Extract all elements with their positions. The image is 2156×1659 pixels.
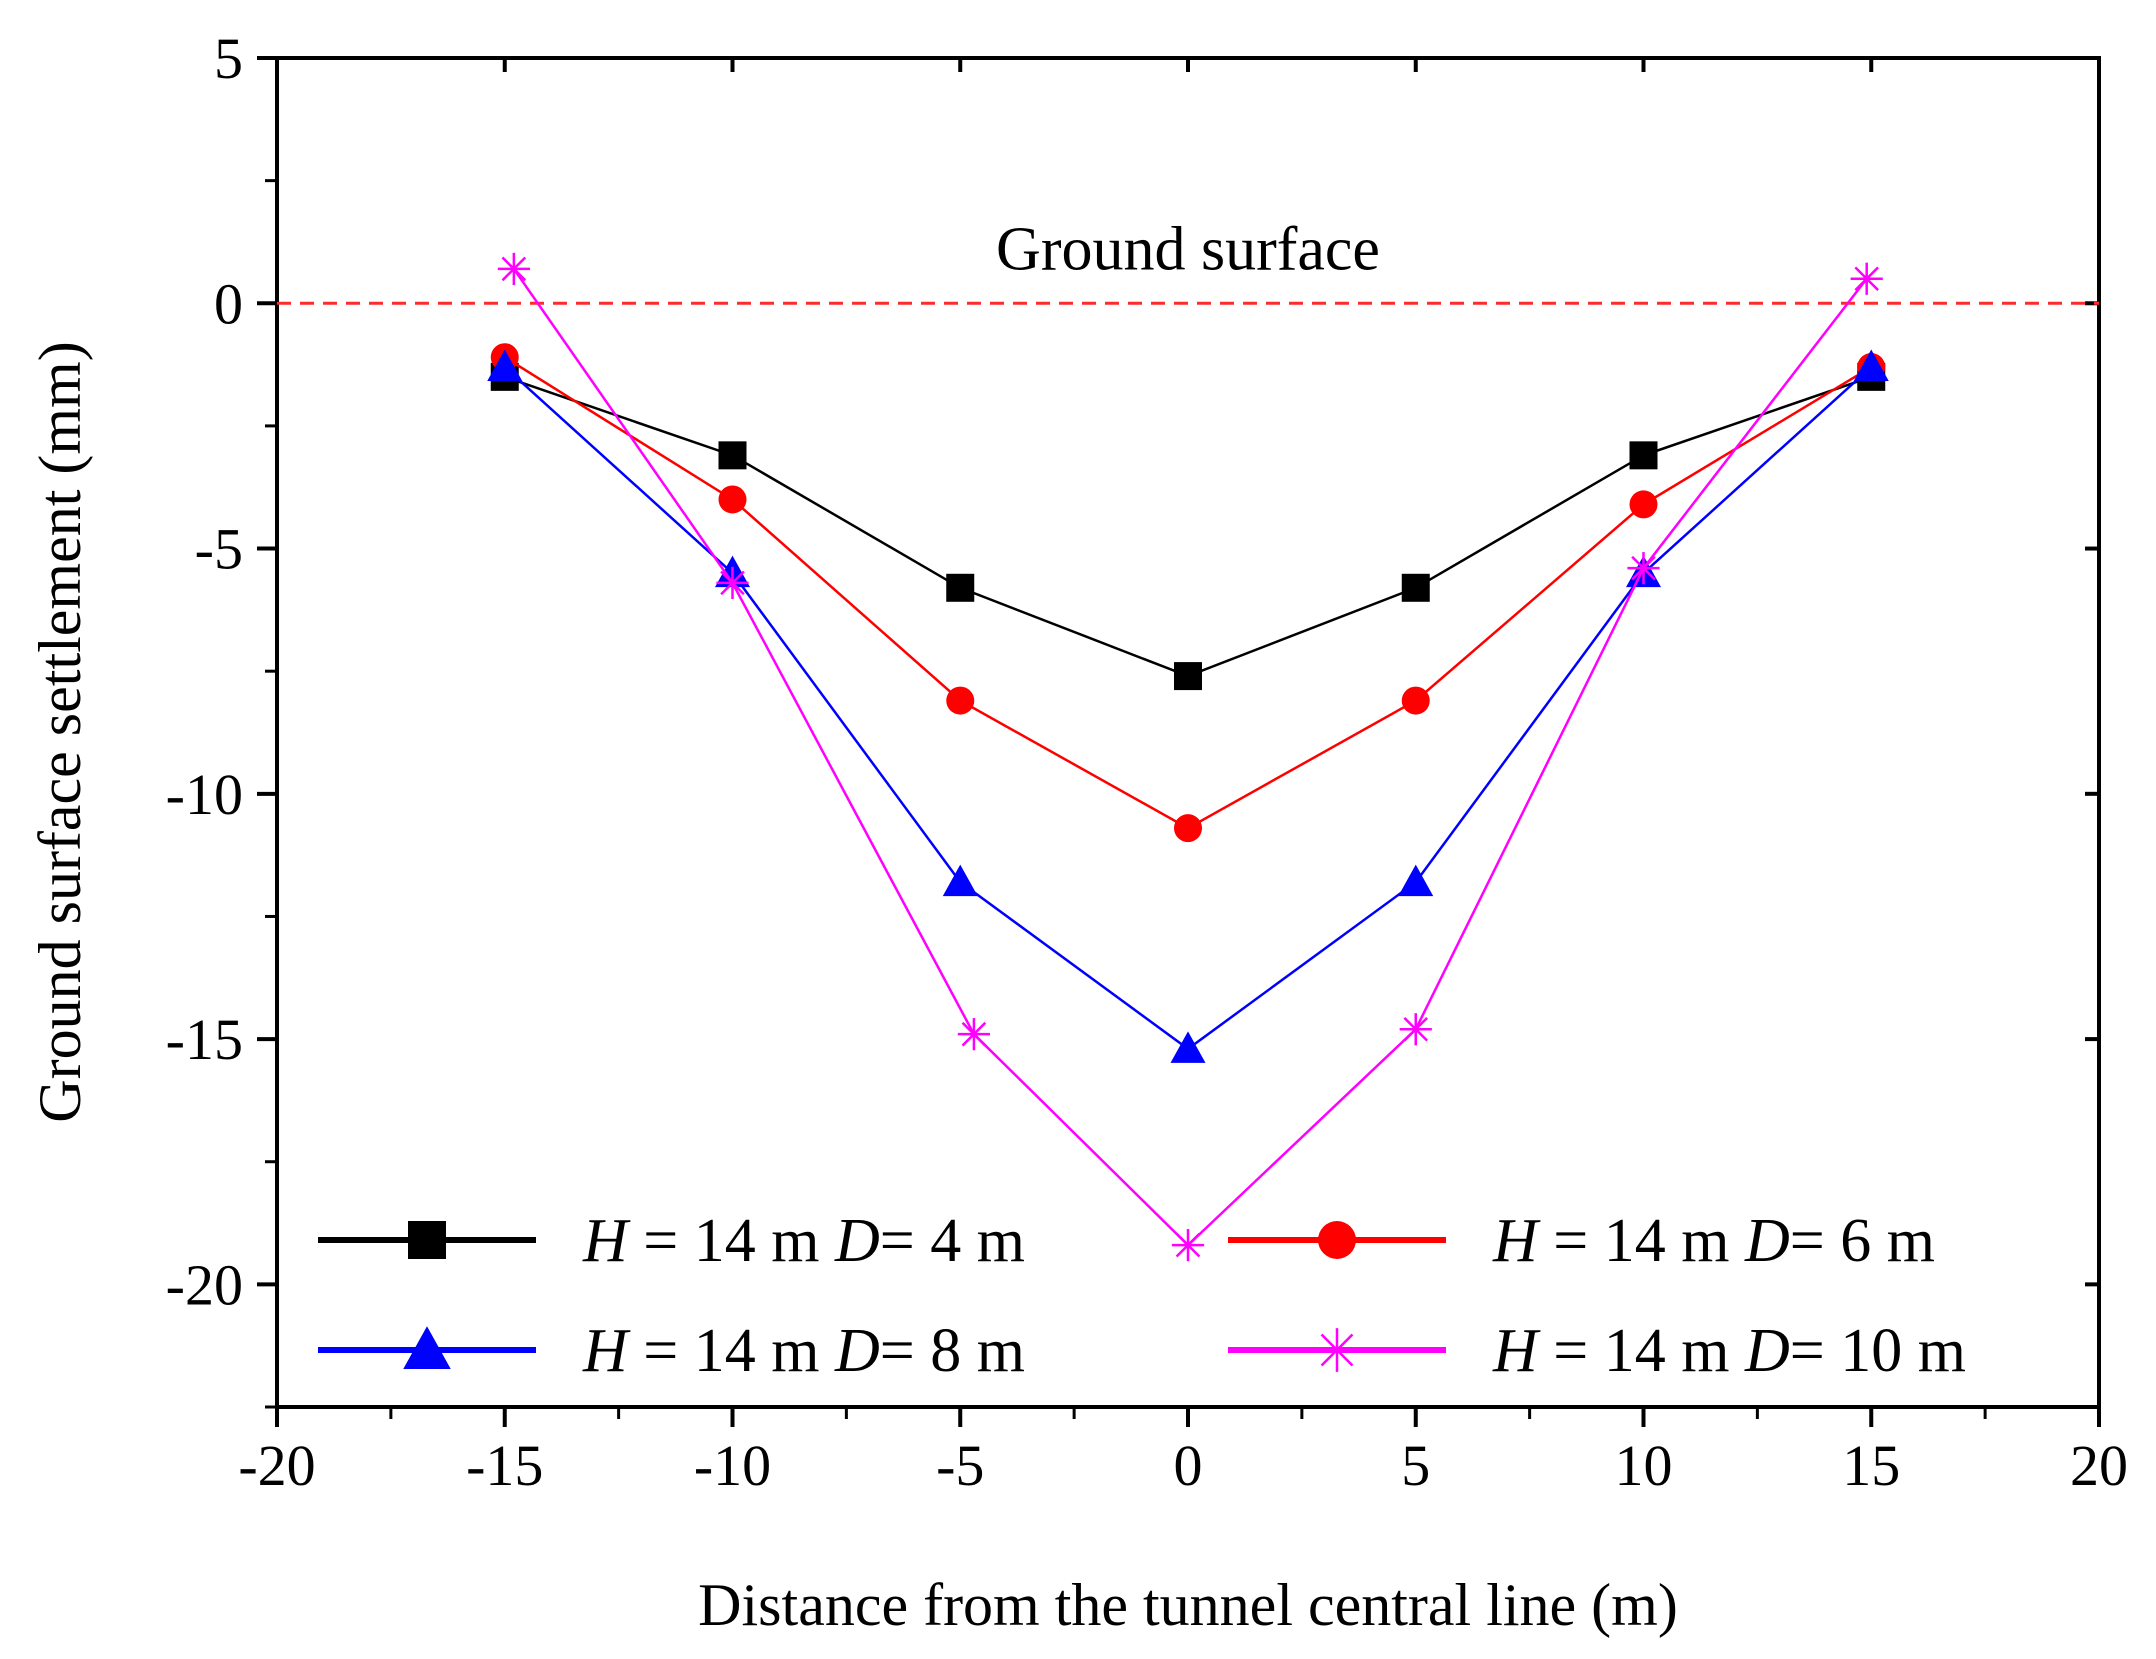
y-tick-label: -5 <box>195 517 243 582</box>
series-layer <box>487 252 1889 1262</box>
series-4-point <box>1171 1229 1205 1262</box>
y-axis-title: Ground surface settlement (mm) <box>27 341 93 1122</box>
series-4-point-stroke <box>1175 1232 1201 1258</box>
series-2-point <box>1629 490 1658 519</box>
series-1-point <box>1629 441 1658 470</box>
series-1-point <box>946 573 975 602</box>
series-4-point-stroke <box>1631 555 1656 581</box>
series-3-point <box>1398 864 1434 897</box>
legend-label-part: H <box>582 1207 631 1275</box>
series-4-point-stroke <box>720 570 745 596</box>
series-4-point-stroke <box>1403 1017 1429 1042</box>
series-2-point <box>1174 814 1202 843</box>
y-tick-label: -15 <box>166 1007 243 1072</box>
series-3-point <box>942 864 978 897</box>
legend-label-part: = 4 m <box>880 1207 1025 1275</box>
legend-label-part: H <box>1492 1207 1541 1275</box>
legend-label-part: = 8 m <box>880 1317 1025 1385</box>
series-1-point <box>1401 573 1430 602</box>
legend-label-part: D <box>834 1207 880 1275</box>
legend-label-part: H <box>582 1317 631 1385</box>
legend-item-3: H = 14 m D= 8 m <box>318 1317 1025 1385</box>
legend-item-1: H = 14 m D= 4 m <box>318 1207 1025 1275</box>
y-tick-label: -20 <box>166 1252 243 1317</box>
legend-label-part: = 14 m <box>628 1317 835 1385</box>
y-tick-label: -10 <box>166 762 243 827</box>
legend-label-part: D <box>1744 1207 1790 1275</box>
x-tick-label: -10 <box>694 1433 771 1498</box>
legend-label-part: = 6 m <box>1790 1207 1935 1275</box>
legend-label: H = 14 m D= 6 m <box>1492 1207 1935 1275</box>
series-4-point <box>1850 262 1883 295</box>
legend-label: H = 14 m D= 4 m <box>582 1207 1025 1275</box>
x-tick-label: 10 <box>1615 1433 1673 1498</box>
legend-swatch-marker-stroke <box>1320 1333 1354 1367</box>
series-3-line <box>503 366 1873 1051</box>
series-4-point <box>957 1018 991 1051</box>
legend-label-part: H <box>1492 1317 1541 1385</box>
legend-label-part: = 14 m <box>1538 1207 1745 1275</box>
series-4 <box>497 252 1883 1262</box>
series-3-point <box>1170 1031 1206 1063</box>
x-tick-label: 5 <box>1401 1433 1430 1498</box>
x-tick-label: -15 <box>466 1433 543 1498</box>
legend-label-part: D <box>834 1317 880 1385</box>
legend-item-4: H = 14 m D= 10 m <box>1228 1317 1966 1385</box>
legend-label: H = 14 m D= 8 m <box>582 1317 1025 1385</box>
series-4-line <box>512 268 1868 1247</box>
ground-surface-label: Ground surface <box>996 215 1380 283</box>
legend-swatch-marker <box>403 1326 451 1369</box>
legend-label-part: = 14 m <box>1538 1317 1745 1385</box>
legend-swatch-marker <box>1315 1328 1359 1372</box>
series-2-point <box>718 485 747 514</box>
series-4-point-stroke <box>1854 266 1879 292</box>
legend-label: H = 14 m D= 10 m <box>1492 1317 1966 1385</box>
series-4-point-stroke <box>501 256 527 282</box>
x-tick-label: 20 <box>2070 1433 2128 1498</box>
legend-label-part: = 10 m <box>1790 1317 1966 1385</box>
series-2 <box>490 343 1886 843</box>
series-2-line <box>504 356 1872 830</box>
series-2-point <box>946 686 975 715</box>
series-3 <box>487 349 1889 1063</box>
legend-label-part: D <box>1744 1317 1790 1385</box>
series-4-point <box>1399 1013 1432 1046</box>
series-2-point <box>1401 686 1430 715</box>
series-1-line <box>504 375 1872 678</box>
series-1-point <box>718 441 747 470</box>
y-tick-label: 0 <box>214 271 243 336</box>
series-4-point-stroke <box>961 1021 987 1047</box>
x-axis-title: Distance from the tunnel central line (m… <box>698 1572 1678 1638</box>
series-4-point <box>497 252 530 286</box>
x-tick-label: -5 <box>936 1433 984 1498</box>
series-1-point <box>1174 662 1202 691</box>
legend-item-2: H = 14 m D= 6 m <box>1228 1207 1935 1275</box>
series-3-point <box>487 349 523 382</box>
y-tick-label: 5 <box>214 26 243 91</box>
series-3-point <box>1853 349 1889 382</box>
legend-label-part: = 14 m <box>628 1207 835 1275</box>
x-tick-label: 15 <box>1842 1433 1900 1498</box>
x-tick-label: 0 <box>1174 1433 1203 1498</box>
legend-swatch-marker <box>1318 1221 1356 1259</box>
series-4-point <box>716 566 749 599</box>
series-4-point <box>1627 552 1660 585</box>
x-tick-label: -20 <box>238 1433 315 1498</box>
axis-ticks: -20 -15 -10 -5 0 5 10 15 20 5 0 -5 -10 -15 -20 <box>166 26 2128 1498</box>
legend-swatch-marker <box>408 1221 446 1259</box>
